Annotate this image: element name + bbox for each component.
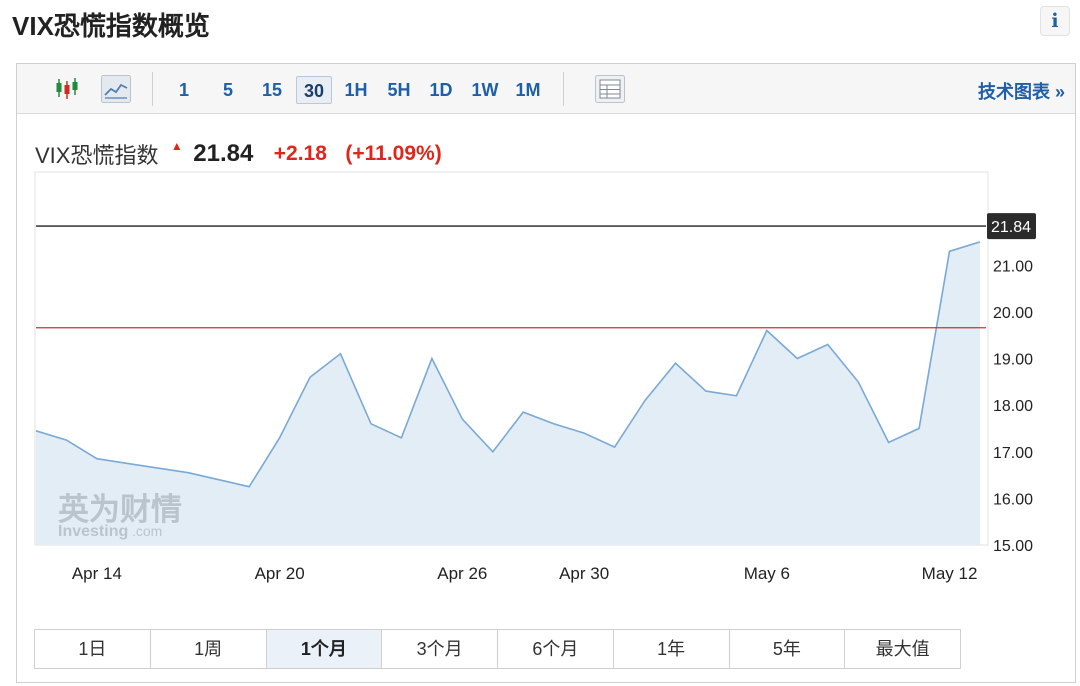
watermark-brand-cn: 英为财情 — [58, 492, 182, 527]
watermark-brand-en: Investing — [58, 523, 128, 540]
info-icon[interactable]: i — [1040, 6, 1070, 36]
current-price-label: 21.84 — [987, 213, 1036, 240]
last-price: 21.84 — [193, 140, 254, 167]
interval-30[interactable]: 30 — [296, 76, 332, 104]
series-area — [36, 241, 980, 545]
x-tick-label: May 6 — [744, 564, 790, 583]
y-tick-label: 17.00 — [993, 445, 1033, 462]
svg-text:21.84: 21.84 — [991, 219, 1031, 236]
interval-15[interactable]: 15 — [261, 80, 283, 100]
y-tick-label: 21.00 — [993, 258, 1033, 275]
quote-header: VIX恐慌指数 ▲ 21.84 +2.18 (+11.09%) — [35, 138, 442, 168]
watermark-brand-suffix: .com — [132, 523, 162, 539]
candlestick-icon[interactable] — [53, 75, 81, 103]
interval-5[interactable]: 5 — [222, 80, 233, 100]
instrument-name: VIX恐慌指数 — [35, 143, 159, 168]
series-line — [35, 241, 981, 488]
x-tick-label: May 12 — [922, 564, 978, 583]
y-tick-label: 18.00 — [993, 398, 1033, 415]
investing-watermark: 英为财情 Investing .com — [58, 492, 182, 540]
y-tick-label: 16.00 — [993, 491, 1033, 508]
up-arrow-icon: ▲ — [170, 139, 183, 153]
range-5y[interactable]: 5年 — [730, 630, 846, 668]
range-1y[interactable]: 1年 — [614, 630, 730, 668]
line-chart-icon[interactable] — [101, 75, 131, 103]
x-tick-label: Apr 20 — [255, 564, 305, 583]
chart-toolbar: 1 5 15 30 1H 5H 1D 1W 1M 技术图表 » — [17, 64, 1075, 114]
interval-1[interactable]: 1 — [178, 80, 189, 100]
y-tick-label: 15.00 — [993, 538, 1033, 555]
range-1d[interactable]: 1日 — [35, 630, 151, 668]
price-change-percent: (+11.09%) — [345, 142, 442, 165]
x-tick-label: Apr 14 — [72, 564, 122, 583]
interval-5h[interactable]: 5H — [387, 80, 411, 100]
interval-1h[interactable]: 1H — [344, 80, 368, 100]
page-title: VIX恐慌指数概览 — [12, 11, 210, 41]
x-tick-label: Apr 26 — [437, 564, 487, 583]
price-change: +2.18 — [273, 142, 327, 165]
range-3m[interactable]: 3个月 — [382, 630, 498, 668]
x-tick-label: Apr 30 — [559, 564, 609, 583]
table-view-icon[interactable] — [595, 75, 625, 103]
time-range-bar: 1日 1周 1个月 3个月 6个月 1年 5年 最大值 — [34, 629, 961, 669]
chart-widget: 1 5 15 30 1H 5H 1D 1W 1M 技术图表 » VIX恐慌指数 … — [16, 63, 1076, 683]
interval-1d[interactable]: 1D — [429, 80, 453, 100]
range-1w[interactable]: 1周 — [151, 630, 267, 668]
interval-1m[interactable]: 1M — [515, 80, 541, 100]
interval-1w[interactable]: 1W — [471, 80, 499, 100]
y-tick-label: 19.00 — [993, 352, 1033, 369]
range-1m[interactable]: 1个月 — [266, 630, 383, 668]
y-tick-label: 20.00 — [993, 305, 1033, 322]
technical-chart-link[interactable]: 技术图表 » — [977, 82, 1065, 102]
range-6m[interactable]: 6个月 — [498, 630, 614, 668]
range-max[interactable]: 最大值 — [875, 639, 930, 659]
